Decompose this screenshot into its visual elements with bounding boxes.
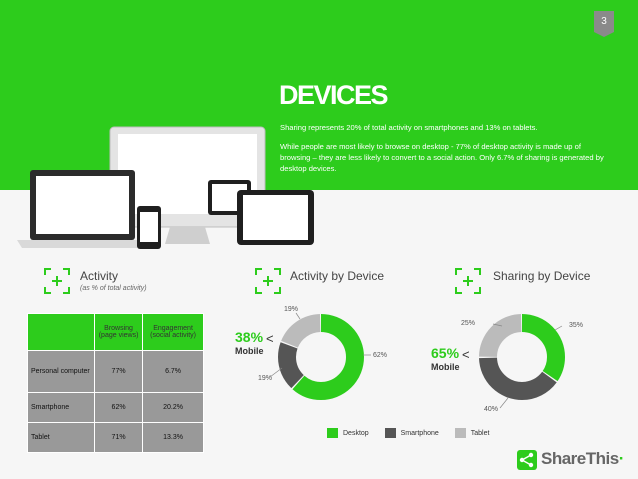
activity-mobile-label: Mobile: [235, 346, 264, 356]
section-title-activity: Activity: [80, 269, 119, 283]
donut-label: 19%: [284, 306, 299, 313]
legend-label: Desktop: [343, 429, 369, 437]
activity-mobile-pct: 38%: [235, 329, 264, 345]
section-subtitle-activity: (as % of total activity): [80, 285, 147, 292]
page-title: DEVICES: [279, 80, 389, 110]
plus-bracket-icon: [455, 268, 481, 294]
table-row: Tablet 71% 13.3%: [27, 422, 204, 453]
table-cell: Personal computer: [27, 350, 95, 393]
donut-label: 19%: [258, 375, 273, 382]
legend-label: Smartphone: [400, 429, 439, 437]
donut-label: 25%: [461, 320, 476, 327]
donut-label: 62%: [373, 352, 388, 359]
table-cell: Smartphone: [27, 392, 95, 423]
activity-by-device-donut: [278, 314, 364, 400]
table-cell: Tablet: [27, 422, 95, 453]
table-row: Smartphone 62% 20.2%: [27, 392, 204, 423]
sharethis-logo-icon: [517, 450, 537, 470]
page-number-badge: 3: [594, 11, 614, 37]
donut-slice-smartphone: [278, 314, 364, 400]
description: Sharing represents 20% of total activity…: [280, 122, 610, 182]
activity-mobile-arrow: <: [266, 331, 274, 346]
table-cell: 71%: [93, 422, 144, 453]
table-row: Personal computer 77% 6.7%: [27, 350, 204, 393]
legend-swatch-smartphone: [384, 428, 396, 438]
hero-banner: [0, 0, 638, 190]
plus-bracket-icon: [44, 268, 70, 294]
donut-slice-desktop: [278, 314, 364, 400]
table-cell: 20.2%: [142, 392, 204, 423]
donut-slice-desktop: [479, 314, 565, 400]
sharing-mobile-label: Mobile: [431, 362, 460, 372]
table-header-cell: Browsing (page views): [93, 313, 144, 351]
legend-swatch-desktop: [327, 428, 338, 438]
donut-label: 35%: [569, 322, 584, 329]
sharing-mobile-arrow: <: [462, 347, 470, 362]
sharing-by-device-donut: [479, 314, 565, 400]
table-cell: 13.3%: [142, 422, 204, 453]
section-title-activity-by-device: Activity by Device: [290, 269, 385, 283]
sharing-mobile-pct: 65%: [431, 345, 460, 361]
table-header-cell: Engagement (social activity): [142, 313, 204, 351]
brand-name-text: ShareThis: [541, 449, 619, 468]
description-paragraph-1: Sharing represents 20% of total activity…: [280, 123, 538, 132]
table-cell: 6.7%: [142, 350, 204, 393]
table-header-row: Browsing (page views) Engagement (social…: [27, 313, 204, 351]
activity-table: Browsing (page views) Engagement (social…: [27, 313, 204, 453]
table-header-cell: [27, 313, 95, 351]
section-title-sharing-by-device: Sharing by Device: [493, 269, 591, 283]
description-paragraph-2: While people are most likely to browse o…: [280, 142, 604, 173]
devices-illustration: [17, 126, 314, 249]
legend-swatch-tablet: [454, 428, 466, 438]
donut-slice-smartphone: [479, 314, 565, 400]
donut-label: 40%: [484, 406, 499, 413]
brand-name: ShareThis·: [541, 449, 624, 469]
legend-label: Tablet: [470, 429, 490, 437]
table-cell: 77%: [93, 350, 144, 393]
chart-legend: Desktop Smartphone Tablet: [327, 428, 503, 438]
brand-mark: ·: [618, 449, 625, 468]
plus-bracket-icon: [255, 268, 281, 294]
